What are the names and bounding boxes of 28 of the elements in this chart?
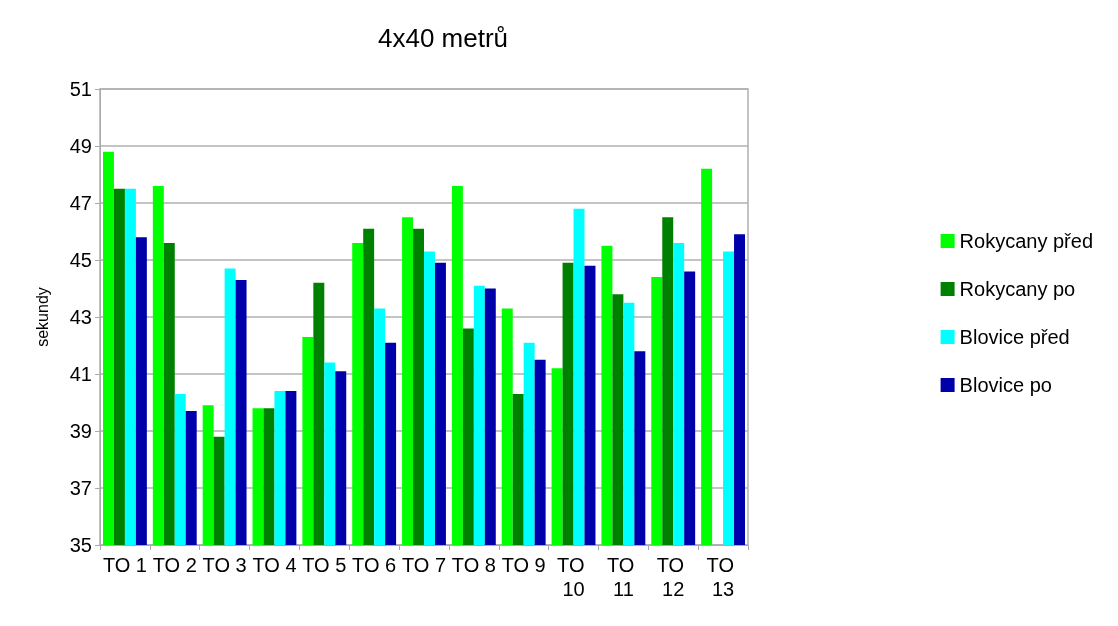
y-tick-label: 37 [69,477,92,499]
x-tick-label: TO 12 [656,554,690,600]
chart-title: 4x40 metrů [378,23,509,53]
x-tick-label: TO 8 [451,554,496,576]
x-tick-label: TO 11 [606,554,640,600]
y-axis-title: sekundy [33,287,51,347]
x-tick-label: TO 7 [401,554,447,576]
x-tick-label: TO 6 [352,554,397,576]
y-tick-label: 39 [69,420,92,442]
x-tick-label: TO 9 [501,554,546,576]
legend-label: Rokycany před [959,230,1094,252]
y-tick-label: 47 [69,192,92,214]
y-tick-label: 35 [69,534,92,556]
y-tick-label: 43 [69,306,92,328]
x-tick-label: TO 2 [152,554,197,576]
x-tick-label: TO 13 [706,554,740,600]
x-tick-label: TO 5 [302,554,347,576]
x-tick-label: TO 1 [102,554,147,576]
y-tick-label: 51 [69,78,92,100]
y-tick-label: 41 [69,363,92,385]
x-tick-label: TO 4 [252,554,297,576]
legend-label: Blovice před [959,326,1070,348]
y-tick-label: 49 [69,135,92,157]
y-tick-label: 45 [69,249,92,271]
legend-label: Blovice po [959,374,1052,396]
x-tick-label: TO 3 [202,554,247,576]
x-tick-label: TO 10 [557,554,591,600]
legend-label: Rokycany po [959,278,1076,300]
